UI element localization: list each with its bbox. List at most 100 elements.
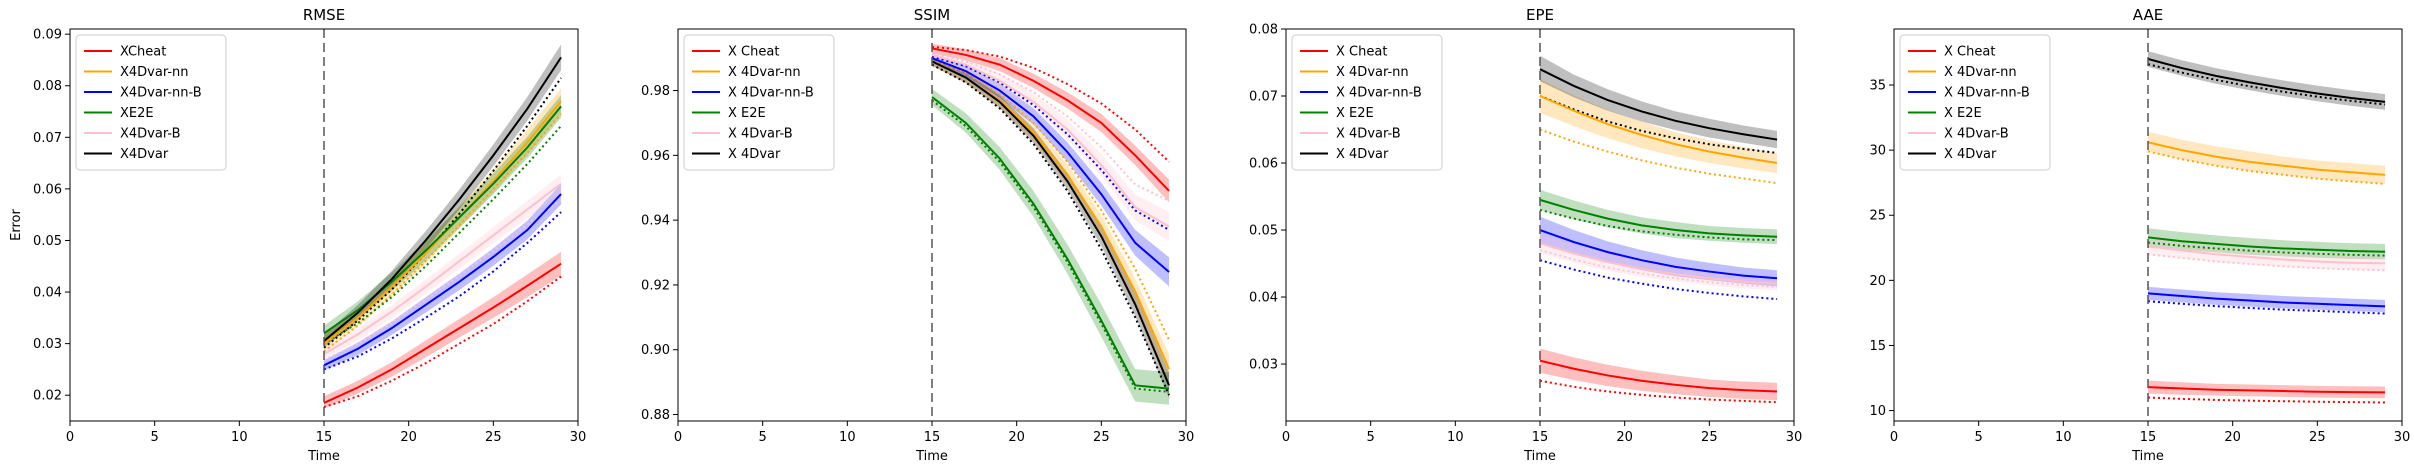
chart-title: SSIM bbox=[914, 6, 950, 24]
series-band-4 bbox=[932, 50, 1170, 242]
series-dotted-line-5 bbox=[2147, 63, 2386, 106]
chart-panel-rmse: 0 5 10 15 20 25 30 0.02 0.03 0.04 0.05 0.06 0.07 0.08… bbox=[9, 6, 586, 464]
series-dotted-line-1 bbox=[2147, 150, 2386, 185]
series-band-2 bbox=[932, 53, 1170, 287]
x-tick-label: 25 bbox=[2309, 430, 2326, 445]
series-line-5 bbox=[2147, 57, 2386, 103]
x-tick-label: 30 bbox=[2394, 430, 2411, 445]
x-tick-label: 5 bbox=[1975, 430, 1983, 445]
y-tick-label: 0.90 bbox=[641, 343, 670, 358]
series-band-1 bbox=[2148, 131, 2386, 184]
y-tick-label: 10 bbox=[1869, 404, 1886, 419]
y-tick-label: 0.07 bbox=[1249, 90, 1278, 105]
legend-entry: X Cheat bbox=[1944, 45, 1995, 60]
y-tick-label: 0.03 bbox=[33, 337, 62, 352]
series-line-4 bbox=[323, 182, 562, 355]
x-tick-label: 5 bbox=[759, 430, 767, 445]
series-dotted-line-1 bbox=[931, 58, 1170, 341]
y-tick-label: 0.05 bbox=[33, 234, 62, 249]
series-line-4 bbox=[2147, 245, 2386, 265]
x-tick-label: 10 bbox=[2055, 430, 2072, 445]
legend-entry: X Cheat bbox=[1336, 45, 1387, 60]
x-tick-label: 30 bbox=[570, 430, 587, 445]
legend-entry: X 4Dvar-nn-B bbox=[1944, 86, 2030, 101]
series-line-0 bbox=[323, 262, 562, 404]
y-tick-label: 0.09 bbox=[33, 28, 62, 43]
x-tick-label: 15 bbox=[1532, 430, 1549, 445]
series-line-0 bbox=[931, 47, 1170, 192]
series-line-0 bbox=[2147, 386, 2386, 394]
chart-title: AAE bbox=[2133, 6, 2163, 24]
x-tick-label: 0 bbox=[66, 430, 74, 445]
series-dotted-line-2 bbox=[1539, 259, 1778, 301]
legend-entry: X 4Dvar-nn bbox=[1944, 65, 2017, 80]
x-tick-label: 0 bbox=[674, 430, 682, 445]
series-dotted-line-3 bbox=[931, 99, 1170, 393]
series-line-3 bbox=[323, 105, 562, 335]
y-tick-label: 0.08 bbox=[33, 79, 62, 94]
plot-area bbox=[1539, 55, 1778, 404]
series-band-2 bbox=[2148, 286, 2386, 313]
y-tick-label: 0.02 bbox=[33, 389, 62, 404]
x-tick-label: 15 bbox=[2140, 430, 2157, 445]
legend-entry: X4Dvar-nn-B bbox=[120, 86, 202, 101]
series-line-2 bbox=[323, 193, 562, 367]
legend-box bbox=[683, 34, 835, 171]
series-dotted-line-5 bbox=[1539, 95, 1778, 154]
x-tick-label: 15 bbox=[924, 430, 941, 445]
series-band-4 bbox=[1540, 233, 1778, 291]
x-tick-label: 0 bbox=[1890, 430, 1898, 445]
series-line-2 bbox=[1539, 229, 1778, 280]
legend-entry: X 4Dvar bbox=[1944, 147, 1997, 162]
x-tick-label: 30 bbox=[1786, 430, 1803, 445]
y-tick-label: 20 bbox=[1869, 274, 1886, 289]
x-tick-label: 10 bbox=[1447, 430, 1464, 445]
series-dotted-line-4 bbox=[931, 52, 1170, 202]
y-tick-label: 25 bbox=[1869, 209, 1886, 224]
series-dotted-line-0 bbox=[323, 275, 562, 409]
y-tick-label: 0.06 bbox=[33, 182, 62, 197]
x-tick-label: 25 bbox=[1701, 430, 1718, 445]
y-tick-label: 0.94 bbox=[641, 214, 670, 229]
series-line-0 bbox=[1539, 359, 1778, 393]
legend-entry: X4Dvar-nn bbox=[120, 65, 189, 80]
x-tick-label: 20 bbox=[1008, 430, 1025, 445]
series-line-5 bbox=[323, 56, 562, 342]
series-dotted-line-2 bbox=[931, 55, 1170, 231]
series-band-1 bbox=[1540, 79, 1778, 174]
x-axis-label: Time bbox=[2131, 449, 2164, 464]
series-dotted-line-0 bbox=[1539, 379, 1778, 404]
series-band-4 bbox=[324, 174, 562, 360]
plot-area bbox=[931, 43, 1170, 405]
y-tick-label: 0.92 bbox=[641, 278, 670, 293]
chart-title: RMSE bbox=[303, 6, 345, 24]
x-tick-label: 20 bbox=[2224, 430, 2241, 445]
series-line-3 bbox=[2147, 236, 2386, 253]
series-band-0 bbox=[1540, 348, 1778, 401]
y-tick-label: 0.04 bbox=[1249, 291, 1278, 306]
series-band-3 bbox=[2148, 228, 2386, 260]
legend-entry: X E2E bbox=[728, 106, 766, 121]
series-band-5 bbox=[2148, 51, 2386, 110]
x-tick-label: 0 bbox=[1282, 430, 1290, 445]
x-tick-label: 25 bbox=[485, 430, 502, 445]
y-tick-label: 0.03 bbox=[1249, 358, 1278, 373]
series-line-2 bbox=[2147, 292, 2386, 308]
x-tick-label: 10 bbox=[839, 430, 856, 445]
series-line-5 bbox=[1539, 68, 1778, 141]
y-tick-label: 15 bbox=[1869, 339, 1886, 354]
legend-entry: XCheat bbox=[120, 45, 166, 60]
legend-box bbox=[75, 34, 227, 171]
legend-entry: X 4Dvar bbox=[728, 147, 781, 162]
x-tick-label: 10 bbox=[231, 430, 248, 445]
plot-area bbox=[323, 44, 562, 409]
legend-entry: X 4Dvar bbox=[1336, 147, 1389, 162]
series-line-1 bbox=[1539, 95, 1778, 165]
y-tick-label: 0.98 bbox=[641, 84, 670, 99]
x-tick-label: 5 bbox=[151, 430, 159, 445]
y-tick-label: 0.88 bbox=[641, 408, 670, 423]
series-band-0 bbox=[2148, 380, 2386, 399]
legend: XCheat X4Dvar-nn X4Dvar-nn-B XE2E X4Dvar-B X4… bbox=[75, 34, 227, 171]
